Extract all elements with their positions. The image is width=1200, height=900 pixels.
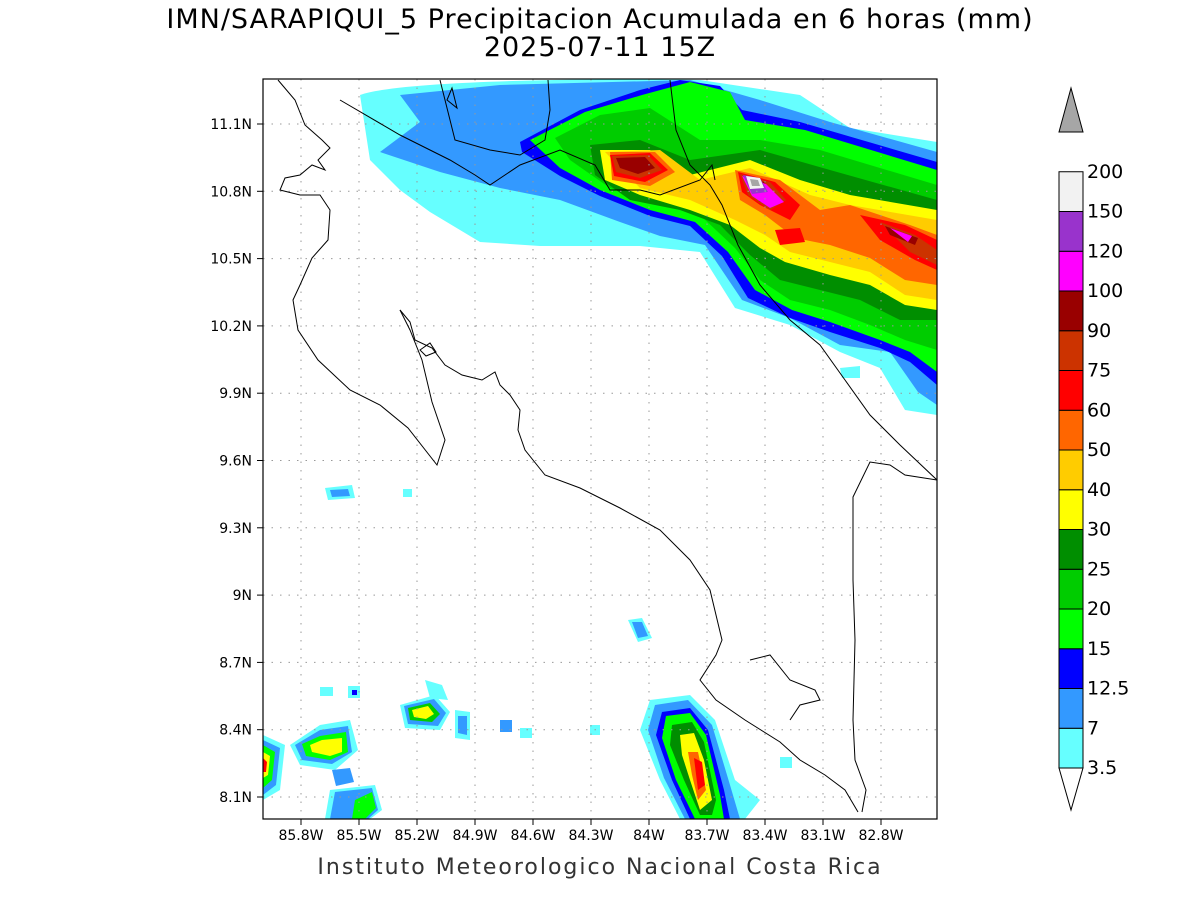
lon-label: 85.8W bbox=[278, 828, 323, 844]
lat-label: 10.5N bbox=[210, 252, 252, 268]
colorbar-label: 20 bbox=[1087, 598, 1111, 620]
island-2 bbox=[446, 86, 458, 110]
colorbar-swatch bbox=[1058, 529, 1084, 570]
footer-credit: Instituto Meteorologico Nacional Costa R… bbox=[317, 855, 883, 880]
precip-contour-50mm bbox=[610, 152, 937, 285]
caribbean-coastline bbox=[669, 79, 937, 481]
colorbar-min-arrow bbox=[1058, 767, 1084, 812]
lon-label: 83.7W bbox=[684, 828, 729, 844]
precip-contour-3-5mm bbox=[520, 728, 532, 738]
colorbar-label: 100 bbox=[1087, 280, 1123, 302]
colorbar: 3.5 7 12.5 15 20 25 30 40 50 60 75 90 100 120 150 200 bbox=[1058, 86, 1129, 812]
precipitation-field bbox=[263, 79, 937, 819]
colorbar-swatch bbox=[1058, 330, 1084, 371]
colorbar-swatch bbox=[1058, 608, 1084, 650]
colorbar-label: 12.5 bbox=[1087, 678, 1129, 700]
lon-label: 82.8W bbox=[858, 828, 903, 844]
precip-contour-7mm bbox=[632, 622, 648, 638]
colorbar-swatch bbox=[1058, 250, 1084, 292]
colorbar-swatch bbox=[1058, 688, 1084, 729]
lat-label: 9.6N bbox=[219, 454, 252, 470]
colorbar-label: 50 bbox=[1087, 439, 1111, 461]
grid-lines bbox=[263, 79, 937, 819]
lat-label: 10.8N bbox=[210, 184, 252, 200]
precip-contour-3-5mm bbox=[780, 757, 792, 768]
lon-label: 85.5W bbox=[336, 828, 381, 844]
axis-labels: 11.1N 10.8N 10.5N 10.2N 9.9N 9.6N 9.3N 9N 8.7N 8.… bbox=[210, 117, 903, 844]
colorbar-swatch bbox=[1058, 648, 1084, 689]
map-subtitle: 2025-07-11 15Z bbox=[483, 32, 717, 63]
panama-coast bbox=[852, 461, 937, 813]
lat-label: 11.1N bbox=[210, 117, 252, 133]
precip-contour-90mm bbox=[616, 157, 918, 245]
colorbar-label: 150 bbox=[1087, 201, 1123, 223]
osa-peninsula bbox=[749, 654, 821, 721]
lon-label: 84.6W bbox=[510, 828, 555, 844]
colorbar-label: 7 bbox=[1087, 717, 1099, 739]
lat-label: 8.7N bbox=[219, 655, 252, 671]
precip-contour-3-5mm bbox=[425, 680, 448, 700]
precip-contour-30mm bbox=[310, 738, 342, 756]
map-title: IMN/SARAPIQUI_5 Precipitacion Acumulada … bbox=[166, 4, 1034, 35]
gulf-coastline bbox=[399, 309, 859, 813]
precip-contour-3-5mm bbox=[320, 687, 333, 696]
precip-contour-7mm bbox=[458, 716, 467, 735]
lat-label: 9.3N bbox=[219, 521, 252, 537]
precip-contour-3-5mm bbox=[403, 489, 412, 497]
colorbar-max-arrow bbox=[1058, 86, 1084, 133]
colorbar-label: 40 bbox=[1087, 479, 1111, 501]
coastlines bbox=[277, 79, 937, 813]
colorbar-swatch bbox=[1058, 727, 1084, 769]
colorbar-swatch bbox=[1058, 211, 1084, 252]
precip-contour-12-5mm bbox=[352, 690, 357, 695]
colorbar-label: 60 bbox=[1087, 399, 1111, 421]
nicaragua-border bbox=[339, 99, 716, 196]
colorbar-swatch bbox=[1058, 568, 1084, 610]
lat-label: 8.1N bbox=[219, 790, 252, 806]
colorbar-swatch bbox=[1058, 370, 1084, 411]
lat-label: 8.4N bbox=[219, 723, 252, 739]
lat-label: 9N bbox=[233, 588, 252, 604]
precip-contour-7mm bbox=[500, 720, 512, 732]
precip-contour-40mm bbox=[605, 150, 937, 300]
colorbar-swatch bbox=[1058, 171, 1084, 212]
precip-contour-3-5mm bbox=[840, 366, 860, 378]
lon-label: 83.4W bbox=[742, 828, 787, 844]
colorbar-label: 200 bbox=[1087, 161, 1123, 183]
precip-contour-200mm bbox=[750, 179, 760, 186]
colorbar-swatch bbox=[1058, 449, 1084, 491]
colorbar-swatch bbox=[1058, 290, 1084, 332]
colorbar-label: 15 bbox=[1087, 638, 1111, 660]
colorbar-label: 25 bbox=[1087, 558, 1111, 580]
lon-label: 83.1W bbox=[800, 828, 845, 844]
colorbar-label: 30 bbox=[1087, 519, 1111, 541]
colorbar-swatch bbox=[1058, 409, 1084, 451]
lat-label: 9.9N bbox=[219, 386, 252, 402]
precip-contour-7mm bbox=[332, 768, 354, 786]
colorbar-swatch bbox=[1058, 489, 1084, 530]
pacific-coastline bbox=[277, 79, 446, 467]
precip-contour-60mm bbox=[694, 758, 705, 790]
island bbox=[419, 342, 437, 357]
colorbar-label: 3.5 bbox=[1087, 757, 1117, 779]
colorbar-label: 90 bbox=[1087, 320, 1111, 342]
colorbar-label: 120 bbox=[1087, 240, 1123, 262]
lake-nicaragua-shore bbox=[439, 79, 551, 156]
precip-contour-60mm bbox=[263, 758, 267, 772]
precip-contour-60mm bbox=[610, 153, 937, 270]
map-frame bbox=[262, 78, 938, 820]
precip-contour-15mm bbox=[352, 792, 376, 819]
lon-label: 84W bbox=[633, 828, 665, 844]
lon-label: 85.2W bbox=[394, 828, 439, 844]
colorbar-label: 75 bbox=[1087, 360, 1111, 382]
precip-contour-7mm bbox=[330, 489, 350, 497]
lon-label: 84.3W bbox=[568, 828, 613, 844]
lat-label: 10.2N bbox=[210, 319, 252, 335]
lon-label: 84.9W bbox=[452, 828, 497, 844]
